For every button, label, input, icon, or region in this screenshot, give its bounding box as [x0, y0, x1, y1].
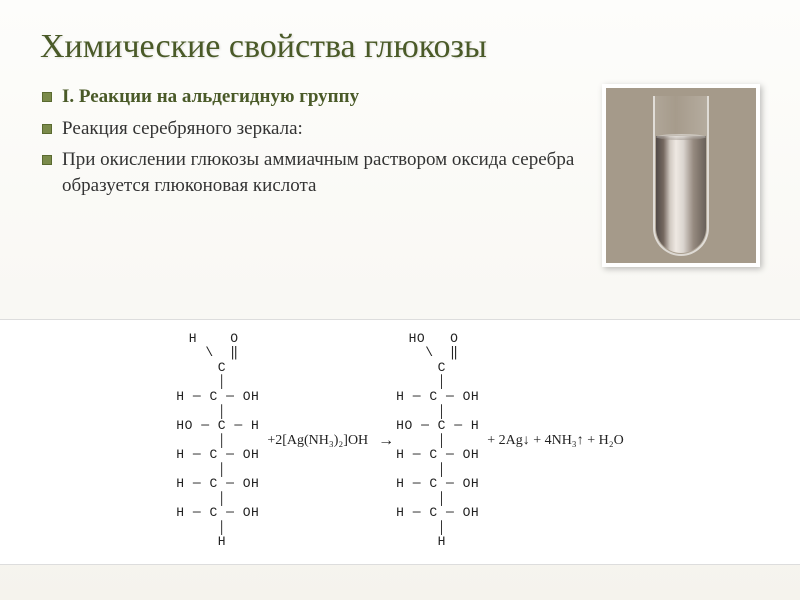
content-row: I. Реакции на альдегидную группу Реакция… [40, 84, 760, 267]
reactant-molecule: H O \ ‖ C │ H ─ C ─ OH │ HO ─ C ─ H │ H … [176, 332, 259, 550]
mol-row: │ [185, 434, 251, 449]
tube-glass [653, 96, 709, 256]
arrow-icon: → [378, 432, 394, 450]
mol-row: │ [185, 405, 251, 420]
slide: Химические свойства глюкозы I. Реакции н… [0, 0, 800, 600]
products-tail: + 2Ag↓ + 4NH₃↑ + H₂O [487, 433, 624, 449]
mol-row: │ [404, 492, 470, 507]
reagent-text: +2[Ag(NH₃)₂]OH [267, 433, 368, 449]
mol-row: │ [404, 375, 470, 390]
mol-row: HO O [409, 332, 467, 347]
reaction-scheme: H O \ ‖ C │ H ─ C ─ OH │ HO ─ C ─ H │ H … [0, 319, 800, 565]
mol-row: H ─ C ─ OH [176, 448, 259, 463]
mol-row: \ ‖ [409, 346, 467, 361]
mol-row: H ─ C ─ OH [396, 477, 479, 492]
mol-row: │ [185, 492, 251, 507]
mol-row: │ [185, 521, 251, 536]
bullet-text: При окислении глюкозы аммиачным растворо… [62, 149, 574, 196]
mol-row: H ─ C ─ OH [176, 477, 259, 492]
bullet-text: I. Реакции на альдегидную группу [62, 86, 359, 107]
list-item: При окислении глюкозы аммиачным растворо… [40, 147, 592, 198]
mol-row: HO ─ C ─ H [396, 419, 479, 434]
mol-row: C [185, 361, 251, 376]
mol-row: H ─ C ─ OH [176, 390, 259, 405]
mol-row: │ [185, 463, 251, 478]
mol-row: H [185, 535, 251, 550]
mol-row: H [404, 535, 470, 550]
mol-row: C [404, 361, 470, 376]
mol-row: HO ─ C ─ H [176, 419, 259, 434]
mol-row: │ [404, 434, 470, 449]
mol-row: H ─ C ─ OH [396, 448, 479, 463]
product-molecule: HO O \ ‖ C │ H ─ C ─ OH │ HO ─ C ─ H │ H… [396, 332, 479, 550]
mol-row: H O [189, 332, 247, 347]
mol-row: │ [404, 521, 470, 536]
test-tube-photo [602, 84, 760, 267]
test-tube [653, 96, 709, 256]
list-item: I. Реакции на альдегидную группу [40, 84, 592, 110]
list-item: Реакция серебряного зеркала: [40, 116, 592, 142]
mol-row: H ─ C ─ OH [396, 390, 479, 405]
page-title: Химические свойства глюкозы [40, 28, 760, 66]
mol-row: \ ‖ [189, 346, 247, 361]
mol-row: │ [404, 405, 470, 420]
mol-row: H ─ C ─ OH [176, 506, 259, 521]
mol-row: H ─ C ─ OH [396, 506, 479, 521]
text-column: I. Реакции на альдегидную группу Реакция… [40, 84, 592, 205]
bullet-text: Реакция серебряного зеркала: [62, 118, 303, 139]
mol-row: │ [404, 463, 470, 478]
bullet-list: I. Реакции на альдегидную группу Реакция… [40, 84, 592, 199]
mol-row: │ [185, 375, 251, 390]
